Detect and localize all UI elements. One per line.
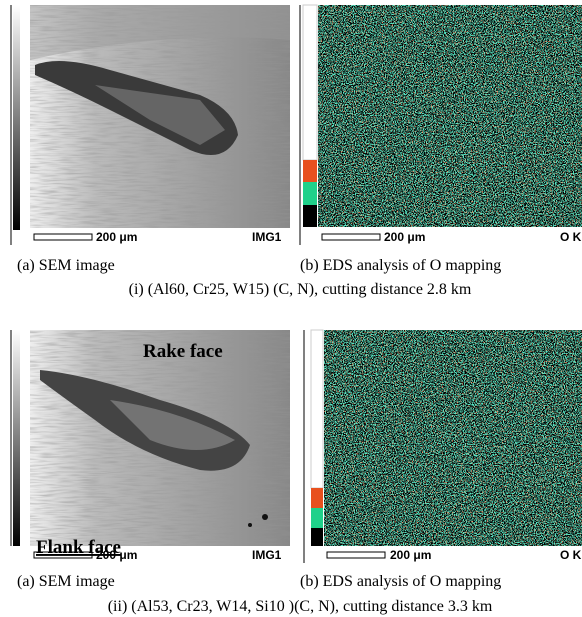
caption: (b) EDS analysis of O mapping — [300, 573, 501, 590]
color-bar — [311, 488, 323, 508]
color-bar — [303, 160, 317, 182]
scale-bar — [327, 552, 385, 558]
caption: (b) EDS analysis of O mapping — [300, 257, 501, 274]
gray-scale-bar — [13, 5, 20, 230]
eds-image — [324, 330, 582, 546]
scale-bar — [322, 234, 380, 240]
caption: (a) SEM image — [17, 257, 115, 274]
color-bar — [303, 182, 317, 205]
image-tag: O K — [560, 548, 582, 562]
scale-label: 200 μm — [96, 230, 137, 244]
figure: 200 μm IMG1 200 μm O K (a) SEM image (b)… — [0, 0, 582, 617]
eds-image — [318, 5, 582, 227]
figure-title: (ii) (Al53, Cr23, W14, Si10 )(C, N), cut… — [108, 598, 493, 615]
color-bar — [311, 508, 323, 528]
scale-label: 200 μm — [390, 548, 431, 562]
scale-label: 200 μm — [384, 230, 425, 244]
color-bar — [303, 205, 317, 227]
sem-image — [30, 5, 290, 228]
image-tag: IMG1 — [252, 230, 282, 244]
sem-image — [30, 330, 290, 546]
row-1: 200 μm IMG1 200 μm O K (a) SEM image (b)… — [11, 5, 582, 298]
row-2: Rake face 200 μm IMG1 Flank face 200 μm … — [11, 330, 582, 615]
image-tag: IMG1 — [252, 548, 282, 562]
color-bar — [303, 5, 317, 160]
color-bar — [311, 330, 323, 488]
image-tag: O K — [560, 230, 582, 244]
overlay-label: Rake face — [143, 341, 223, 362]
color-bar — [311, 528, 323, 546]
figure-title: (i) (Al60, Cr25, W15) (C, N), cutting di… — [129, 281, 472, 298]
caption: (a) SEM image — [17, 573, 115, 590]
gray-scale-bar — [13, 330, 20, 546]
overlay-label: Flank face — [36, 537, 121, 558]
